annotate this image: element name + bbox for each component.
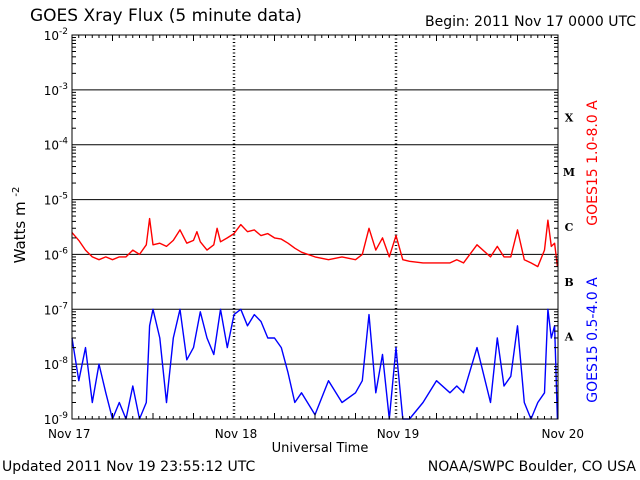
begin-time: Begin: 2011 Nov 17 0000 UTC xyxy=(425,14,636,30)
x-axis-label: Universal Time xyxy=(271,441,369,456)
series-line-long xyxy=(71,217,559,268)
x-tick-label: Nov 18 xyxy=(215,427,258,441)
chart-title: GOES Xray Flux (5 minute data) xyxy=(30,6,302,26)
series-line-short xyxy=(71,308,559,420)
flare-class-label: M xyxy=(563,166,575,179)
flare-class-label: B xyxy=(564,276,573,289)
y-tick-label: 10-8 xyxy=(44,356,69,372)
flare-class-label: C xyxy=(565,221,574,234)
credit: NOAA/SWPC Boulder, CO USA xyxy=(427,459,636,475)
updated-timestamp: Updated 2011 Nov 19 23:55:12 UTC xyxy=(2,459,256,475)
y-tick-label: 10-7 xyxy=(44,301,68,317)
plot-frame xyxy=(71,34,559,420)
flare-class-label: A xyxy=(564,331,574,344)
y-tick-label: 10-5 xyxy=(44,192,68,208)
series-group xyxy=(71,217,559,420)
y-tick-label: 10-9 xyxy=(44,411,69,427)
grid xyxy=(72,35,558,419)
y-tick-label: 10-4 xyxy=(44,137,69,153)
flare-class-label: X xyxy=(565,111,574,124)
x-tick-label: Nov 20 xyxy=(541,427,584,441)
y-tick-label: 10-6 xyxy=(44,246,69,262)
ticks xyxy=(72,35,558,419)
x-tick-label: Nov 19 xyxy=(377,427,420,441)
x-tick-label: Nov 17 xyxy=(48,427,91,441)
y-tick-label: 10-3 xyxy=(44,82,68,98)
y-tick-label: 10-2 xyxy=(44,27,68,43)
